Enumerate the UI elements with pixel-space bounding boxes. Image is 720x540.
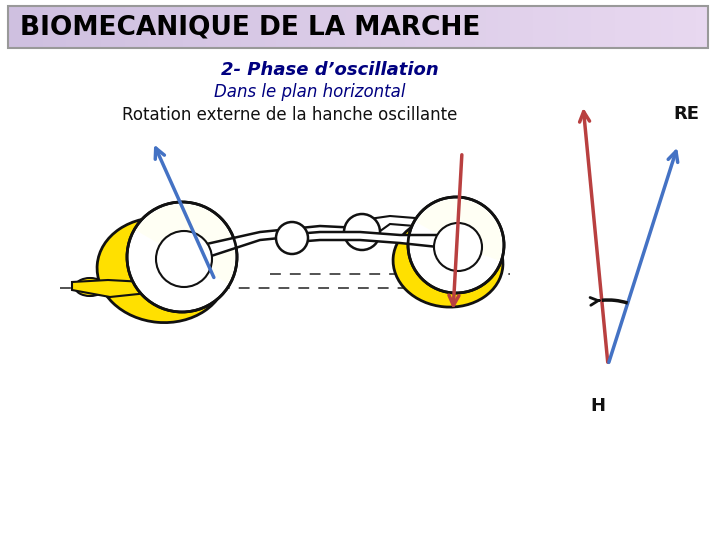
Bar [90, 6, 102, 48]
Bar [393, 6, 405, 48]
Bar [521, 6, 534, 48]
Bar [440, 6, 452, 48]
Bar [55, 6, 68, 48]
Circle shape [434, 223, 482, 271]
Bar [66, 6, 79, 48]
Bar [649, 6, 662, 48]
Bar [8, 6, 21, 48]
Bar [615, 6, 627, 48]
Bar [113, 6, 126, 48]
Polygon shape [362, 216, 440, 244]
Text: Dans le plan horizontal: Dans le plan horizontal [215, 83, 406, 101]
Bar [265, 6, 277, 48]
Bar [358, 6, 371, 48]
Bar [568, 6, 580, 48]
Bar [533, 6, 546, 48]
Bar [557, 6, 569, 48]
Bar [486, 6, 499, 48]
Bar [696, 6, 709, 48]
Bar [673, 6, 685, 48]
Bar [323, 6, 336, 48]
Bar [382, 6, 394, 48]
Bar [662, 6, 674, 48]
Bar [218, 6, 230, 48]
Text: H: H [590, 397, 606, 415]
Bar [463, 6, 476, 48]
Bar [498, 6, 510, 48]
Bar [474, 6, 487, 48]
Wedge shape [416, 199, 502, 261]
Polygon shape [202, 226, 360, 259]
Bar [603, 6, 616, 48]
Bar [230, 6, 243, 48]
Circle shape [276, 222, 308, 254]
Bar [451, 6, 464, 48]
Bar [685, 6, 698, 48]
Text: RE: RE [673, 105, 699, 123]
Bar [580, 6, 593, 48]
Polygon shape [295, 232, 438, 247]
Bar [510, 6, 522, 48]
Bar [19, 6, 32, 48]
Bar [300, 6, 312, 48]
Bar [544, 6, 557, 48]
Bar [207, 6, 219, 48]
Wedge shape [136, 204, 235, 284]
Bar [369, 6, 382, 48]
Bar [241, 6, 254, 48]
Circle shape [127, 202, 237, 312]
Circle shape [344, 214, 380, 250]
Bar [32, 6, 44, 48]
Bar [335, 6, 347, 48]
Ellipse shape [97, 218, 227, 322]
Bar [171, 6, 184, 48]
Bar [311, 6, 324, 48]
Text: Rotation externe de la hanche oscillante: Rotation externe de la hanche oscillante [122, 106, 458, 124]
Bar [276, 6, 289, 48]
Bar [346, 6, 359, 48]
Text: 2- Phase d’oscillation: 2- Phase d’oscillation [221, 61, 439, 79]
Bar [428, 6, 441, 48]
Bar [194, 6, 207, 48]
Bar [626, 6, 639, 48]
Bar [125, 6, 138, 48]
Bar [102, 6, 114, 48]
Bar [183, 6, 196, 48]
Circle shape [156, 231, 212, 287]
Bar [253, 6, 266, 48]
Bar [288, 6, 301, 48]
Bar [136, 6, 149, 48]
Circle shape [408, 197, 504, 293]
Ellipse shape [393, 217, 503, 307]
Bar [405, 6, 418, 48]
Bar [591, 6, 604, 48]
Text: BIOMECANIQUE DE LA MARCHE: BIOMECANIQUE DE LA MARCHE [20, 14, 480, 40]
Ellipse shape [75, 278, 105, 296]
Bar [638, 6, 651, 48]
Bar [148, 6, 161, 48]
Bar [43, 6, 55, 48]
Polygon shape [72, 280, 148, 297]
Bar [160, 6, 172, 48]
Bar [78, 6, 91, 48]
Bar [416, 6, 429, 48]
